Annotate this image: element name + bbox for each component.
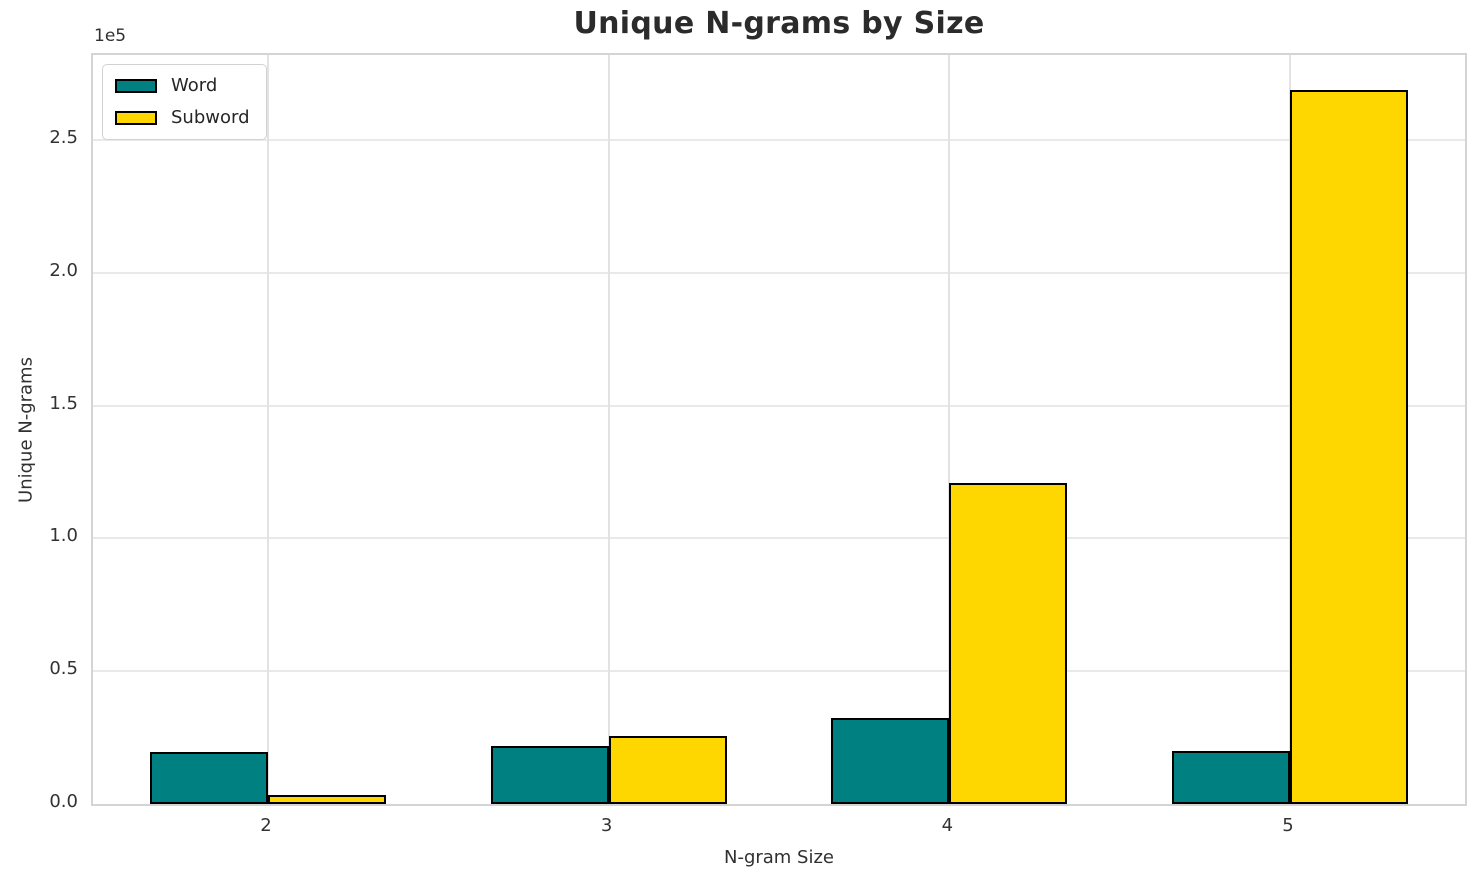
y-axis-offset-label: 1e5: [94, 26, 127, 46]
h-gridline-2.5: [93, 138, 1465, 141]
x-tick-2: 2: [260, 815, 272, 836]
bar-word-n5: [1172, 750, 1290, 804]
bar-subword-n3: [608, 736, 727, 804]
bar-subword-n2: [268, 794, 386, 804]
y-tick-1.5: 1.5: [49, 392, 78, 414]
h-gridline-2.0: [93, 271, 1465, 274]
y-axis-label: Unique N-grams: [15, 357, 37, 503]
legend-swatch-subword: [115, 111, 157, 125]
v-gridline-3: [607, 55, 610, 804]
x-tick-5: 5: [1282, 815, 1294, 836]
legend-swatch-word: [115, 79, 157, 93]
v-gridline-2: [267, 55, 269, 804]
h-gridline-1.0: [93, 537, 1465, 540]
y-tick-1.0: 1.0: [49, 525, 78, 547]
y-tick-2.0: 2.0: [49, 259, 78, 281]
bar-word-n3: [490, 745, 609, 804]
y-tick-2.5: 2.5: [49, 126, 78, 148]
h-gridline-0.5: [93, 670, 1465, 673]
bar-word-n2: [150, 752, 268, 804]
chart-title: Unique N-grams by Size: [573, 6, 985, 41]
x-axis-label: N-gram Size: [723, 847, 835, 868]
y-tick-0.5: 0.5: [49, 658, 78, 680]
v-gridline-4: [948, 55, 951, 804]
x-tick-4: 4: [941, 815, 954, 836]
h-gridline-1.5: [93, 404, 1465, 407]
legend: Word Subword: [102, 64, 267, 140]
bar-subword-n4: [949, 482, 1068, 804]
legend-item-word: Word: [115, 75, 250, 97]
legend-item-subword: Subword: [115, 107, 250, 129]
y-tick-0.0: 0.0: [49, 791, 78, 812]
x-tick-3: 3: [600, 815, 613, 836]
plot-area: Word Subword: [91, 53, 1467, 806]
bar-word-n4: [831, 717, 950, 804]
legend-label-word: Word: [171, 75, 218, 96]
legend-label-subword: Subword: [171, 107, 250, 128]
bar-subword-n5: [1290, 89, 1408, 804]
